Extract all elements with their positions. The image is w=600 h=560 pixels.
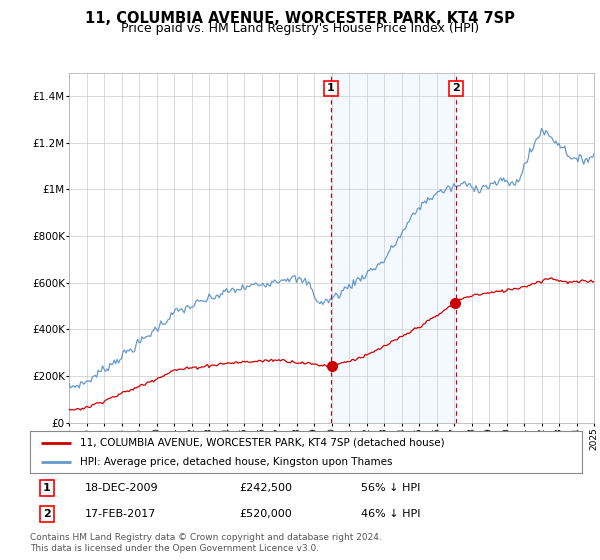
Text: 46% ↓ HPI: 46% ↓ HPI <box>361 509 421 519</box>
Text: £242,500: £242,500 <box>240 483 293 493</box>
Text: 11, COLUMBIA AVENUE, WORCESTER PARK, KT4 7SP (detached house): 11, COLUMBIA AVENUE, WORCESTER PARK, KT4… <box>80 437 445 447</box>
Text: 2: 2 <box>43 509 50 519</box>
Text: 18-DEC-2009: 18-DEC-2009 <box>85 483 159 493</box>
Text: HPI: Average price, detached house, Kingston upon Thames: HPI: Average price, detached house, King… <box>80 457 392 467</box>
Text: £520,000: £520,000 <box>240 509 293 519</box>
Text: 1: 1 <box>43 483 50 493</box>
Bar <box>331 73 456 423</box>
Text: 56% ↓ HPI: 56% ↓ HPI <box>361 483 421 493</box>
Text: Contains HM Land Registry data © Crown copyright and database right 2024.
This d: Contains HM Land Registry data © Crown c… <box>30 533 382 553</box>
Text: 17-FEB-2017: 17-FEB-2017 <box>85 509 157 519</box>
Text: 1: 1 <box>327 83 335 94</box>
Text: 2: 2 <box>452 83 460 94</box>
Text: Price paid vs. HM Land Registry's House Price Index (HPI): Price paid vs. HM Land Registry's House … <box>121 22 479 35</box>
Text: 11, COLUMBIA AVENUE, WORCESTER PARK, KT4 7SP: 11, COLUMBIA AVENUE, WORCESTER PARK, KT4… <box>85 11 515 26</box>
